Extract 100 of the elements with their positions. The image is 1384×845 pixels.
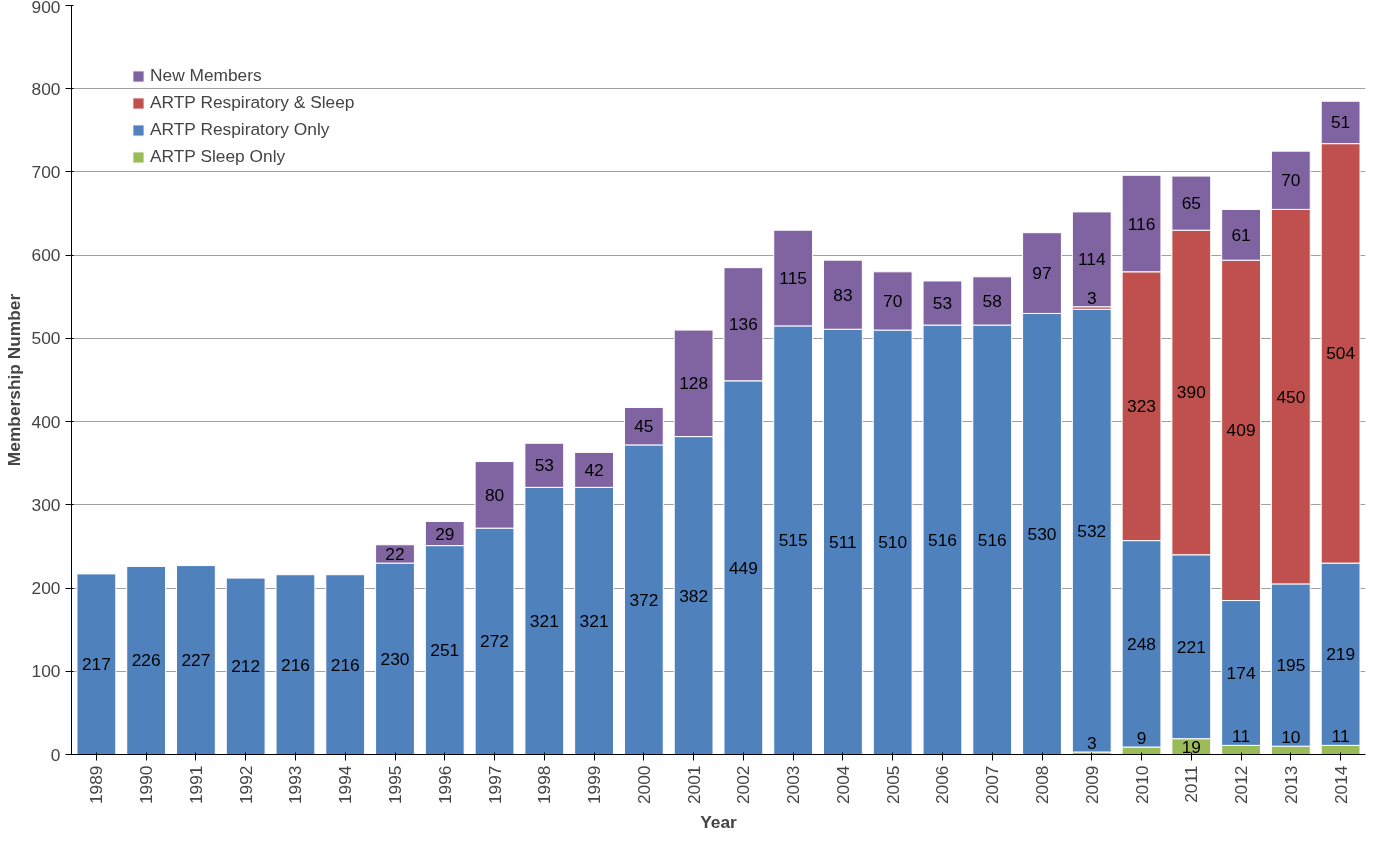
data-label: 511 [829, 531, 857, 552]
data-label: 97 [1032, 263, 1052, 284]
data-label: 136 [728, 314, 758, 335]
y-tick-label: 500 [31, 328, 61, 349]
legend-label: ARTP Sleep Only [150, 146, 286, 167]
data-label: 53 [932, 293, 953, 314]
data-label: 530 [1027, 523, 1057, 544]
x-tick-label: 1991 [185, 765, 206, 805]
data-label: 449 [728, 557, 758, 578]
data-label: 227 [181, 650, 211, 671]
data-label: 9 [1136, 728, 1147, 749]
data-label: 115 [779, 268, 807, 289]
data-label: 58 [982, 290, 1002, 311]
x-tick-label: 1994 [335, 765, 356, 805]
y-tick-label: 700 [31, 161, 61, 182]
data-label: 11 [1331, 726, 1350, 747]
x-tick-label: 2005 [882, 765, 903, 805]
data-label: 321 [529, 610, 559, 631]
data-label: 382 [679, 585, 709, 606]
data-label: 515 [778, 530, 808, 551]
data-label: 219 [1326, 644, 1356, 665]
data-label: 409 [1226, 420, 1256, 441]
x-tick-label: 1989 [86, 765, 107, 805]
data-label: 390 [1176, 382, 1206, 403]
x-tick-label: 2001 [683, 765, 704, 805]
x-tick-label: 2008 [1032, 765, 1052, 805]
data-label: 128 [679, 373, 709, 394]
y-axis-title: Membership Number [3, 293, 24, 467]
data-label: 83 [833, 284, 853, 305]
data-label: 10 [1281, 727, 1301, 748]
data-label: 3 [1086, 287, 1097, 308]
x-tick-label: 1993 [285, 765, 306, 805]
x-tick-label: 1992 [235, 765, 256, 805]
data-label: 516 [977, 529, 1007, 550]
x-tick-label: 2002 [733, 765, 754, 805]
data-label: 195 [1276, 655, 1306, 676]
data-label: 80 [484, 484, 505, 505]
data-label: 532 [1077, 520, 1107, 541]
data-label: 516 [928, 529, 957, 550]
y-tick-label: 0 [50, 744, 61, 765]
x-tick-label: 1997 [484, 765, 505, 805]
y-tick-label: 800 [31, 78, 61, 99]
data-label: 226 [131, 650, 161, 671]
data-label: 217 [81, 654, 111, 675]
legend-label: New Members [150, 65, 262, 86]
data-label: 450 [1276, 386, 1306, 407]
data-label: 11 [1232, 726, 1251, 747]
data-label: 70 [883, 290, 903, 311]
data-label: 116 [1127, 213, 1156, 234]
data-label: 221 [1176, 636, 1206, 657]
data-label: 323 [1127, 396, 1156, 417]
data-label: 53 [534, 455, 554, 476]
data-label: 61 [1231, 224, 1251, 245]
x-tick-label: 1996 [434, 765, 455, 805]
data-label: 272 [480, 631, 509, 652]
data-label: 251 [430, 640, 460, 661]
data-label: 19 [1181, 736, 1201, 757]
y-tick-label: 900 [31, 0, 61, 17]
data-label: 174 [1226, 662, 1256, 683]
x-axis-title: Year [700, 812, 738, 833]
y-tick-label: 600 [31, 245, 61, 266]
data-label: 29 [435, 523, 455, 544]
data-label: 372 [629, 589, 659, 610]
data-label: 248 [1127, 633, 1156, 654]
x-tick-label: 2010 [1131, 765, 1152, 805]
y-tick-label: 100 [31, 661, 61, 682]
data-label: 216 [281, 654, 310, 675]
data-label: 22 [385, 543, 405, 564]
x-tick-label: 2013 [1280, 765, 1301, 805]
x-tick-label: 2007 [982, 765, 1003, 805]
x-tick-label: 2004 [832, 765, 853, 805]
data-label: 65 [1181, 193, 1201, 214]
data-label: 3 [1086, 733, 1097, 754]
data-label: 212 [231, 656, 261, 677]
x-tick-label: 1998 [534, 765, 555, 805]
x-tick-label: 2000 [633, 765, 654, 805]
data-label: 42 [584, 459, 604, 480]
x-tick-label: 2006 [932, 765, 953, 805]
x-tick-label: 2009 [1081, 765, 1102, 805]
data-label: 504 [1326, 343, 1356, 364]
x-tick-label: 1990 [136, 765, 157, 805]
legend-label: ARTP Respiratory & Sleep [150, 92, 355, 113]
x-tick-label: 1999 [584, 765, 605, 805]
x-tick-label: 1995 [385, 765, 405, 805]
data-label: 510 [878, 532, 908, 553]
x-tick-label: 2012 [1231, 765, 1252, 805]
data-label: 45 [634, 416, 654, 437]
y-tick-label: 200 [31, 578, 61, 599]
x-tick-label: 2011 [1181, 765, 1202, 803]
y-tick-label: 400 [31, 411, 61, 432]
x-tick-label: 2014 [1330, 765, 1351, 805]
y-tick-label: 300 [31, 494, 61, 515]
data-label: 230 [380, 648, 410, 669]
x-tick-label: 2003 [783, 765, 804, 805]
data-label: 216 [330, 654, 360, 675]
data-label: 70 [1281, 170, 1301, 191]
data-label: 114 [1077, 249, 1106, 270]
data-label: 321 [579, 610, 609, 631]
data-label: 51 [1330, 112, 1351, 133]
legend-label: ARTP Respiratory Only [150, 119, 330, 140]
